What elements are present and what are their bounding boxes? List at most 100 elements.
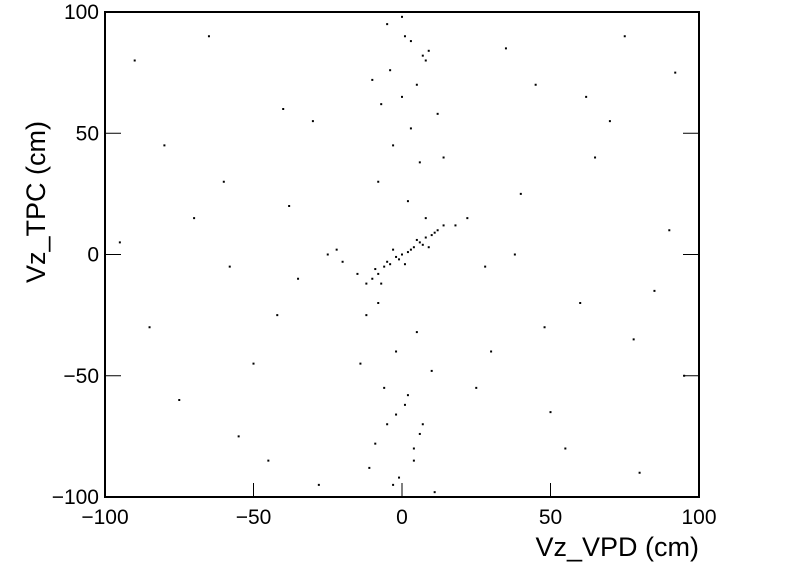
point xyxy=(475,386,478,389)
y-tick-label: −100 xyxy=(52,486,99,509)
point xyxy=(398,476,401,479)
point xyxy=(403,403,406,406)
point xyxy=(427,246,430,249)
point xyxy=(252,362,255,365)
point xyxy=(427,49,430,52)
point xyxy=(392,248,395,251)
point xyxy=(118,241,121,244)
point xyxy=(403,35,406,38)
point xyxy=(288,205,291,207)
point xyxy=(430,234,433,237)
point xyxy=(371,78,374,81)
point xyxy=(356,272,359,275)
point xyxy=(163,144,166,147)
point xyxy=(406,200,409,203)
point xyxy=(380,282,383,285)
point xyxy=(549,411,552,414)
x-axis-title: Vz_VPD (cm) xyxy=(535,532,699,562)
point xyxy=(371,277,374,280)
point xyxy=(395,413,398,416)
point xyxy=(409,248,412,251)
point xyxy=(442,224,445,227)
point xyxy=(585,95,588,98)
point xyxy=(365,314,368,317)
point xyxy=(424,217,427,220)
point xyxy=(466,217,469,220)
y-tick-label: 100 xyxy=(64,1,99,24)
point xyxy=(193,217,196,220)
point xyxy=(389,263,392,266)
point xyxy=(436,112,439,115)
point xyxy=(454,224,457,227)
point xyxy=(222,180,225,183)
point xyxy=(392,483,395,486)
point xyxy=(442,156,445,159)
point xyxy=(484,265,487,268)
point xyxy=(383,386,386,389)
point xyxy=(383,265,386,268)
point xyxy=(406,251,409,254)
point xyxy=(674,71,677,74)
point xyxy=(395,350,398,353)
point xyxy=(623,35,626,38)
point xyxy=(430,369,433,372)
point xyxy=(398,258,401,261)
point xyxy=(207,35,210,38)
point xyxy=(412,246,415,249)
point xyxy=(374,442,377,445)
point xyxy=(386,23,389,26)
y-tick-label: −50 xyxy=(63,365,99,388)
point xyxy=(632,338,635,341)
point xyxy=(386,423,389,426)
point xyxy=(534,83,537,86)
point xyxy=(412,447,415,450)
point xyxy=(543,326,546,329)
point xyxy=(409,127,412,130)
point xyxy=(433,231,436,234)
point xyxy=(406,394,409,397)
point xyxy=(317,483,320,486)
point xyxy=(389,69,392,72)
point xyxy=(377,272,380,275)
point xyxy=(403,263,406,266)
point xyxy=(608,120,611,123)
point xyxy=(415,83,418,86)
point xyxy=(335,248,338,251)
point xyxy=(377,302,380,304)
point xyxy=(368,466,371,469)
point xyxy=(377,180,380,183)
point xyxy=(638,471,641,474)
point xyxy=(412,459,415,462)
point xyxy=(133,59,136,62)
point xyxy=(237,435,240,438)
point xyxy=(490,350,493,353)
point xyxy=(415,238,418,241)
point xyxy=(409,40,412,43)
point xyxy=(359,362,362,365)
point xyxy=(519,192,522,195)
point xyxy=(148,326,151,329)
point xyxy=(386,260,389,263)
y-axis-title: Vz_TPC (cm) xyxy=(21,121,51,283)
point xyxy=(564,447,567,450)
point xyxy=(365,282,368,285)
point xyxy=(392,144,395,147)
point xyxy=(267,459,270,462)
point xyxy=(282,108,285,110)
point xyxy=(653,289,656,292)
x-tick-label: −50 xyxy=(236,506,272,529)
y-tick-label: 0 xyxy=(87,244,99,267)
point xyxy=(418,241,421,244)
point xyxy=(421,243,424,246)
point xyxy=(326,253,329,256)
x-tick-label: −100 xyxy=(81,506,128,529)
point xyxy=(436,229,439,232)
point xyxy=(421,423,424,426)
point xyxy=(401,253,403,256)
point xyxy=(594,156,597,159)
point xyxy=(178,399,181,401)
point xyxy=(433,491,436,494)
point xyxy=(415,331,418,334)
x-tick-label: 0 xyxy=(396,506,408,529)
